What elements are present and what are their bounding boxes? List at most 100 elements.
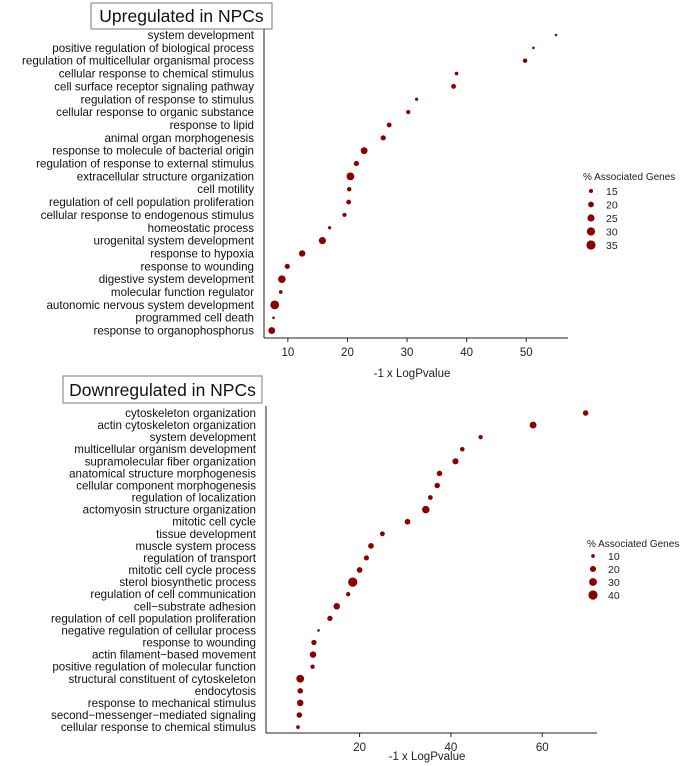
legend-marker bbox=[588, 590, 598, 600]
category-label: regulation of response to external stimu… bbox=[36, 158, 254, 171]
data-point bbox=[278, 290, 283, 294]
data-point bbox=[460, 446, 465, 452]
data-point bbox=[353, 160, 359, 167]
category-label: cellular component morphogenesis bbox=[76, 479, 256, 492]
x-ticks: 10 20 30 40 50 bbox=[281, 338, 533, 359]
data-point bbox=[309, 651, 317, 658]
legend-label: 20 bbox=[608, 564, 620, 576]
category-label: negative regulation of cellular process bbox=[61, 624, 256, 637]
legend-label: 25 bbox=[606, 213, 618, 225]
category-label: response to wounding bbox=[143, 637, 256, 650]
legend-marker bbox=[586, 240, 596, 250]
category-label: actin filament−based movement bbox=[92, 649, 257, 662]
data-point bbox=[356, 567, 363, 573]
category-label: sterol biosynthetic process bbox=[119, 576, 256, 589]
legend-marker bbox=[586, 227, 596, 236]
category-label: cellular response to chemical stimulus bbox=[59, 68, 254, 81]
category-label: tissue development bbox=[156, 528, 257, 541]
data-point bbox=[296, 712, 303, 718]
category-label: anatomical structure morphogenesis bbox=[69, 467, 256, 480]
data-point bbox=[318, 237, 326, 245]
data-point bbox=[298, 250, 306, 257]
panel-title-box bbox=[62, 375, 263, 404]
x-axis-title: -1 x LogPvalue bbox=[374, 368, 451, 380]
data-point bbox=[346, 172, 355, 181]
data-point bbox=[360, 147, 368, 155]
category-label: actin cytoskeleton organization bbox=[97, 419, 256, 432]
data-point bbox=[333, 603, 341, 610]
data-point bbox=[270, 300, 280, 310]
category-label: positive regulation of biological proces… bbox=[52, 42, 254, 55]
data-point bbox=[346, 199, 352, 205]
x-tick-label: 50 bbox=[520, 347, 533, 359]
category-label: endocytosis bbox=[195, 685, 256, 698]
data-point bbox=[451, 83, 456, 89]
category-label: regulation of transport bbox=[143, 552, 257, 565]
category-label: response to lipid bbox=[170, 119, 254, 132]
data-point bbox=[454, 71, 459, 76]
legend-marker bbox=[589, 578, 597, 586]
x-tick-label: 40 bbox=[460, 347, 473, 359]
x-tick-label: 60 bbox=[536, 742, 549, 754]
data-point bbox=[386, 122, 392, 128]
data-point bbox=[522, 58, 528, 63]
category-label: structural constituent of cytoskeleton bbox=[68, 673, 256, 686]
panel-title: Downregulated in NPCs bbox=[69, 380, 256, 400]
downregulated-panel: Downregulated in NPCs cytoskeleton organ… bbox=[51, 375, 679, 763]
data-point bbox=[297, 688, 303, 694]
data-point bbox=[427, 495, 433, 500]
category-label: regulation of cell population proliferat… bbox=[49, 196, 254, 209]
legend-title: % Associated Genes bbox=[583, 172, 675, 183]
data-point bbox=[478, 435, 483, 440]
category-label: cytoskeleton organization bbox=[125, 407, 256, 420]
category-label: response to organophosphorus bbox=[94, 325, 255, 338]
data-point bbox=[422, 505, 430, 514]
data-point bbox=[346, 592, 351, 597]
category-label: urogenital system development bbox=[94, 235, 255, 248]
category-label: multicellular organism development bbox=[74, 443, 256, 456]
data-point bbox=[296, 725, 300, 729]
category-label: positive regulation of molecular functio… bbox=[52, 661, 256, 674]
data-point bbox=[268, 327, 276, 334]
category-label: mitotic cell cycle process bbox=[128, 564, 256, 577]
category-label: regulation of cell population proliferat… bbox=[51, 612, 256, 625]
data-point bbox=[348, 577, 358, 587]
legend-label: 40 bbox=[608, 590, 620, 602]
data-point bbox=[554, 33, 558, 37]
category-label: regulation of response to stimulus bbox=[81, 93, 255, 106]
x-tick-label: 40 bbox=[445, 742, 458, 754]
data-point bbox=[284, 263, 290, 269]
x-tick-label: 10 bbox=[281, 347, 294, 359]
data-point bbox=[380, 135, 386, 141]
data-point bbox=[278, 275, 286, 283]
category-label: response to hypoxia bbox=[150, 247, 254, 260]
legend-marker bbox=[587, 214, 595, 222]
data-point bbox=[406, 110, 411, 115]
category-label: cell−substrate adhesion bbox=[134, 600, 256, 613]
data-point bbox=[434, 482, 440, 489]
category-label: cellular response to organic substance bbox=[56, 106, 254, 119]
data-point bbox=[532, 46, 535, 50]
legend-marker bbox=[589, 565, 597, 573]
legend-label: 35 bbox=[606, 240, 618, 252]
data-point bbox=[368, 543, 374, 549]
category-label: system development bbox=[148, 29, 255, 42]
category-label: response to molecule of bacterial origin bbox=[52, 145, 254, 158]
category-label: digestive system development bbox=[99, 273, 255, 286]
data-point bbox=[582, 410, 589, 416]
category-label: homeostatic process bbox=[148, 222, 255, 235]
category-label: second−messenger−mediated signaling bbox=[51, 709, 256, 722]
panel-title: Upregulated in NPCs bbox=[99, 6, 264, 26]
category-label: supramolecular fiber organization bbox=[85, 455, 256, 468]
legend-label: 30 bbox=[608, 577, 620, 589]
legend-label: 10 bbox=[608, 551, 620, 563]
data-point bbox=[311, 639, 317, 646]
data-point bbox=[272, 316, 275, 320]
data-point bbox=[310, 664, 315, 669]
data-points bbox=[296, 410, 589, 729]
data-point bbox=[363, 555, 369, 561]
data-point bbox=[346, 186, 352, 192]
